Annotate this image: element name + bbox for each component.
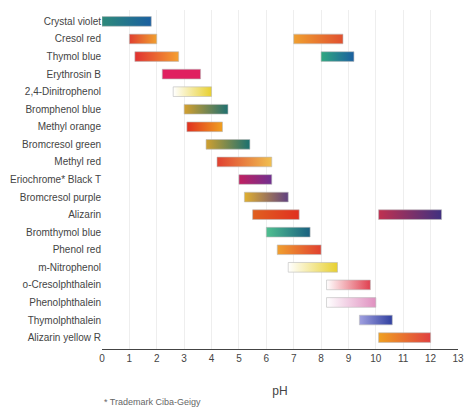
svg-text:* Trademark Ciba-Geigy: * Trademark Ciba-Geigy — [104, 397, 201, 407]
svg-text:12: 12 — [425, 353, 437, 364]
svg-text:Crystal violet: Crystal violet — [44, 16, 101, 27]
svg-text:Alizarin yellow R: Alizarin yellow R — [28, 332, 101, 343]
svg-text:Methyl red: Methyl red — [54, 156, 101, 167]
svg-text:1: 1 — [127, 353, 133, 364]
svg-text:Bromcresol purple: Bromcresol purple — [20, 192, 102, 203]
svg-text:o-Cresolphthalein: o-Cresolphthalein — [23, 279, 101, 290]
svg-text:13: 13 — [452, 353, 464, 364]
svg-text:7: 7 — [291, 353, 297, 364]
svg-text:2: 2 — [154, 353, 160, 364]
svg-text:Methyl orange: Methyl orange — [38, 121, 102, 132]
svg-text:Bromphenol blue: Bromphenol blue — [25, 104, 101, 115]
svg-text:11: 11 — [398, 353, 409, 364]
svg-text:Erythrosin B: Erythrosin B — [47, 69, 102, 80]
svg-text:Bromthymol blue: Bromthymol blue — [26, 227, 101, 238]
svg-text:Phenol red: Phenol red — [53, 244, 101, 255]
svg-text:4: 4 — [209, 353, 215, 364]
svg-text:Alizarin: Alizarin — [68, 209, 101, 220]
svg-text:Eriochrome* Black T: Eriochrome* Black T — [10, 174, 101, 185]
svg-text:3: 3 — [181, 353, 187, 364]
svg-text:10: 10 — [370, 353, 382, 364]
svg-text:2,4-Dinitrophenol: 2,4-Dinitrophenol — [25, 86, 101, 97]
svg-text:Thymol blue: Thymol blue — [47, 51, 102, 62]
svg-text:5: 5 — [236, 353, 242, 364]
svg-text:pH: pH — [272, 384, 287, 398]
svg-text:Cresol red: Cresol red — [55, 33, 101, 44]
svg-text:Thymolphthalein: Thymolphthalein — [28, 315, 101, 326]
svg-text:Bromcresol green: Bromcresol green — [22, 139, 101, 150]
svg-text:0: 0 — [99, 353, 105, 364]
svg-text:m-Nitrophenol: m-Nitrophenol — [38, 262, 101, 273]
svg-text:6: 6 — [264, 353, 270, 364]
svg-text:9: 9 — [346, 353, 352, 364]
svg-text:8: 8 — [318, 353, 324, 364]
svg-text:Phenolphthalein: Phenolphthalein — [29, 297, 101, 308]
